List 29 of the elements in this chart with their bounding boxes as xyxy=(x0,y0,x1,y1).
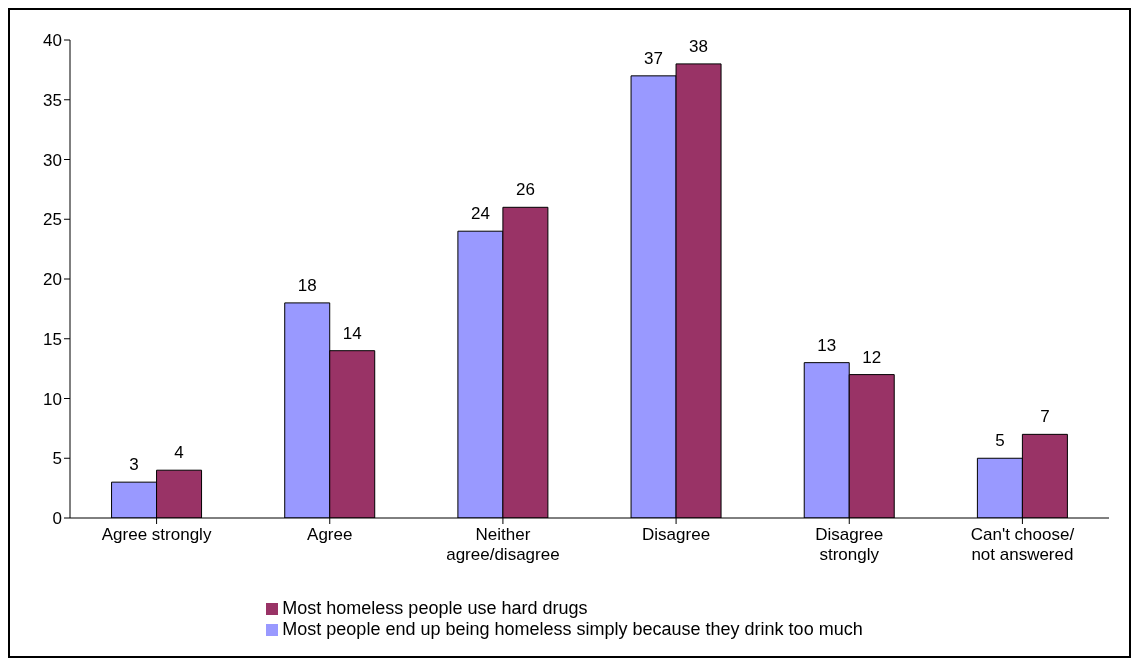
data-label: 37 xyxy=(644,48,664,68)
y-tick-label: 5 xyxy=(52,449,62,469)
y-tick-label: 15 xyxy=(43,329,62,349)
y-tick-label: 0 xyxy=(52,509,62,529)
legend-label: Most homeless people use hard drugs xyxy=(282,598,588,618)
y-tick-label: 35 xyxy=(43,90,62,110)
data-label: 5 xyxy=(995,431,1005,451)
data-label: 13 xyxy=(817,335,837,355)
x-tick-label: Neither agree/disagree xyxy=(446,525,560,564)
data-label: 7 xyxy=(1040,407,1050,427)
y-tick-label: 10 xyxy=(43,389,62,409)
x-tick-label: Agree xyxy=(307,525,353,544)
x-tick-label: Disagree xyxy=(642,525,711,544)
y-tick-label: 30 xyxy=(43,150,62,170)
data-label: 26 xyxy=(515,180,535,200)
legend-label: Most people end up being homeless simply because they drink too much xyxy=(282,619,863,639)
data-label: 38 xyxy=(689,36,709,56)
data-label: 3 xyxy=(129,455,139,475)
data-label: 12 xyxy=(862,347,882,367)
y-tick-label: 20 xyxy=(43,270,62,290)
x-tick-label: Disagree strongly xyxy=(815,525,884,564)
y-tick-label: 40 xyxy=(43,31,62,51)
data-label: 14 xyxy=(342,323,362,343)
data-label: 18 xyxy=(297,275,317,295)
data-label: 4 xyxy=(174,443,184,463)
data-label: 24 xyxy=(470,204,490,224)
x-tick-label: Can't choose/ not answered xyxy=(970,525,1075,564)
x-tick-label: Agree strongly xyxy=(101,525,212,544)
y-tick-label: 25 xyxy=(43,210,62,230)
